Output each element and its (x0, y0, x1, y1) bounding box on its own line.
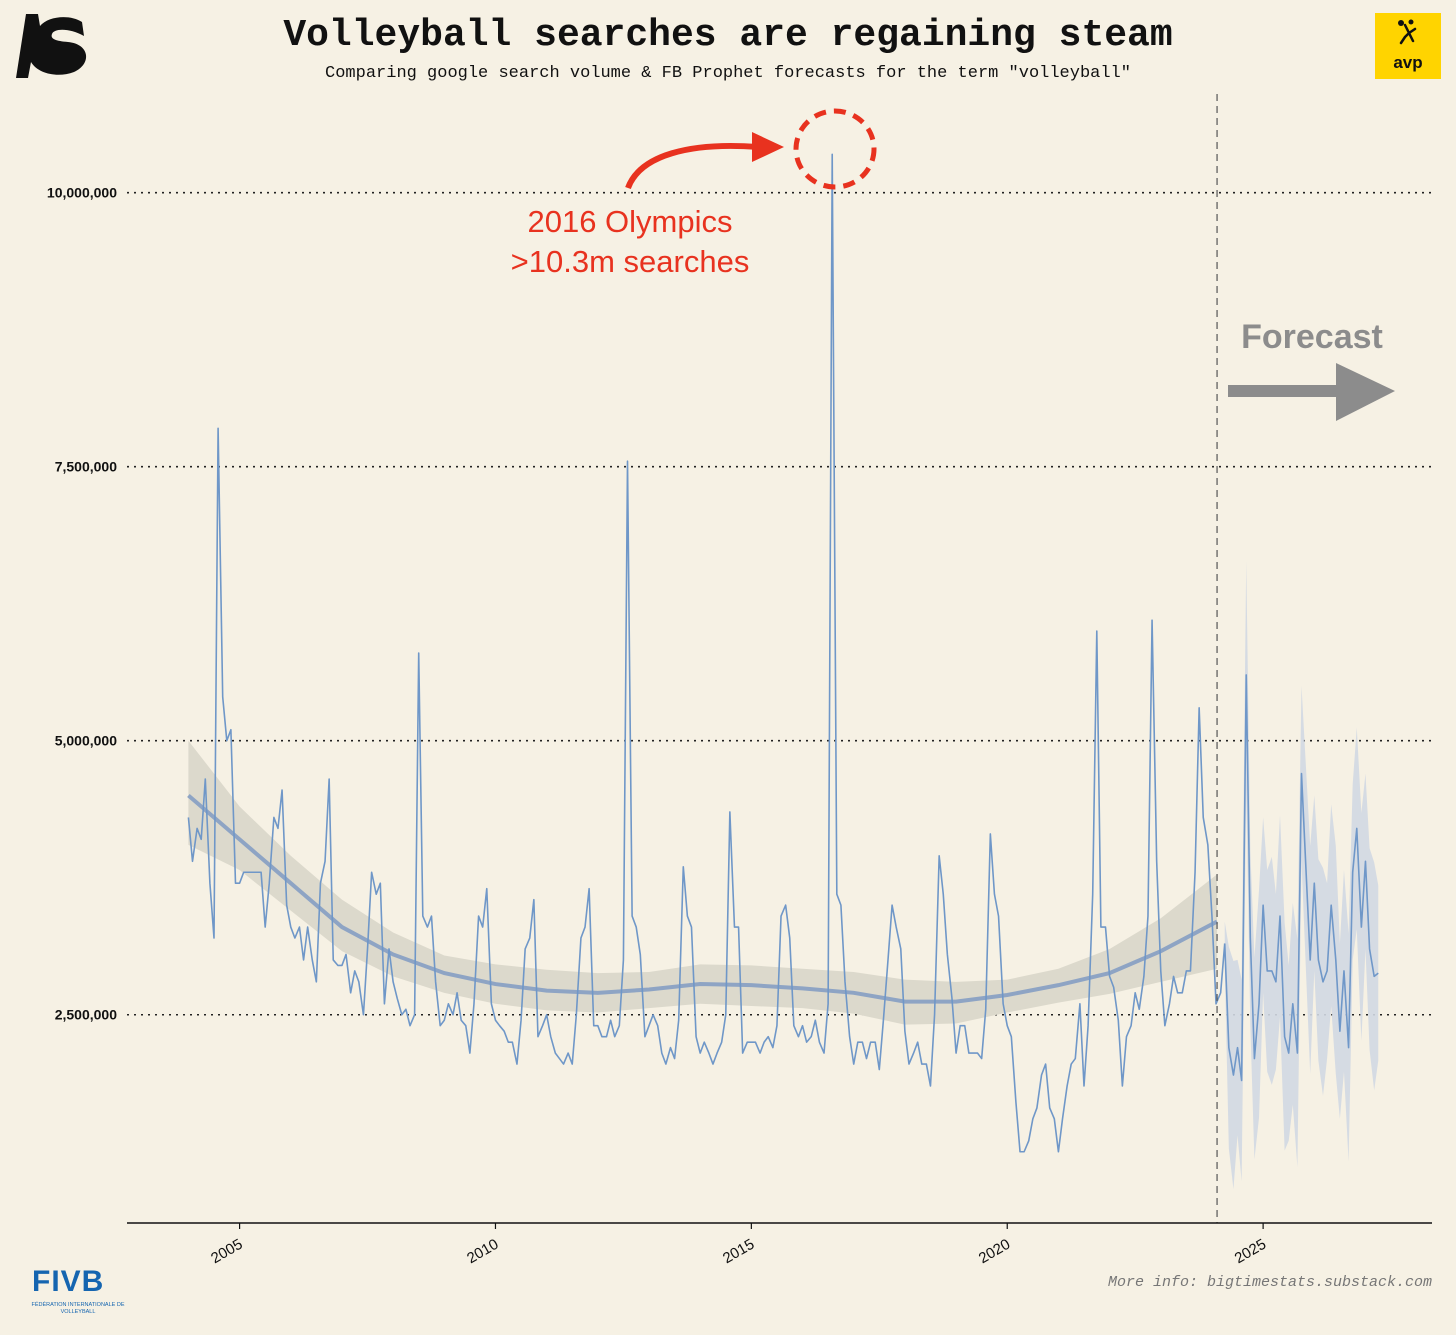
annotation-arrowhead (752, 132, 784, 162)
forecast-arrowhead (1336, 363, 1395, 421)
olympics-annotation: 2016 Olympics >10.3m searches (511, 108, 877, 279)
footer-source: More info: bigtimestats.substack.com (1107, 1274, 1432, 1291)
forecast-uncertainty-band (1224, 560, 1379, 1190)
annotation-line1: 2016 Olympics (527, 204, 732, 239)
avp-logo: avp (1375, 13, 1441, 79)
search-volume-line (187, 153, 1226, 1153)
chart-subtitle: Comparing google search volume & FB Prop… (325, 64, 1131, 83)
x-tick-label: 2020 (976, 1236, 1013, 1267)
fivb-logo-subtext: FÉDÉRATION INTERNATIONALE DE VOLLEYBALL (31, 1302, 125, 1315)
y-tick-label: 7,500,000 (55, 459, 117, 475)
forecast-label-group: Forecast (1228, 318, 1395, 421)
x-tick-label: 2015 (720, 1236, 757, 1267)
forecast-line (1223, 674, 1379, 1082)
annotation-arrow (625, 142, 759, 190)
axes (127, 94, 1432, 1229)
trend-line (187, 793, 1218, 1004)
gridlines (127, 191, 1432, 1016)
trend-confidence-band (188, 740, 1218, 1025)
confidence-bands (188, 560, 1379, 1190)
annotation-line2: >10.3m searches (511, 244, 750, 279)
x-tick-label: 2010 (464, 1236, 501, 1267)
x-tick-label: 2005 (208, 1236, 245, 1267)
fivb-logo: FIVB FÉDÉRATION INTERNATIONALE DE VOLLEY… (28, 1265, 128, 1327)
avp-logo-text: avp (1393, 53, 1423, 72)
y-tick-label: 5,000,000 (55, 733, 117, 749)
chart-title: Volleyball searches are regaining steam (283, 14, 1173, 57)
x-tick-label: 2025 (1232, 1236, 1269, 1267)
substack-logo (12, 12, 92, 80)
y-axis-labels: 2,500,000 5,000,000 7,500,000 10,000,000 (47, 185, 117, 1023)
highlight-circle (793, 108, 877, 190)
y-tick-label: 10,000,000 (47, 185, 117, 201)
series-lines (187, 153, 1379, 1153)
forecast-arrow-shaft (1228, 385, 1340, 397)
y-tick-label: 2,500,000 (55, 1007, 117, 1023)
volleyball-player-icon (1398, 19, 1417, 45)
forecast-label: Forecast (1241, 318, 1383, 356)
fivb-logo-text: FIVB (32, 1265, 105, 1298)
x-axis-labels: 2005 2010 2015 2020 2025 (208, 1236, 1269, 1267)
